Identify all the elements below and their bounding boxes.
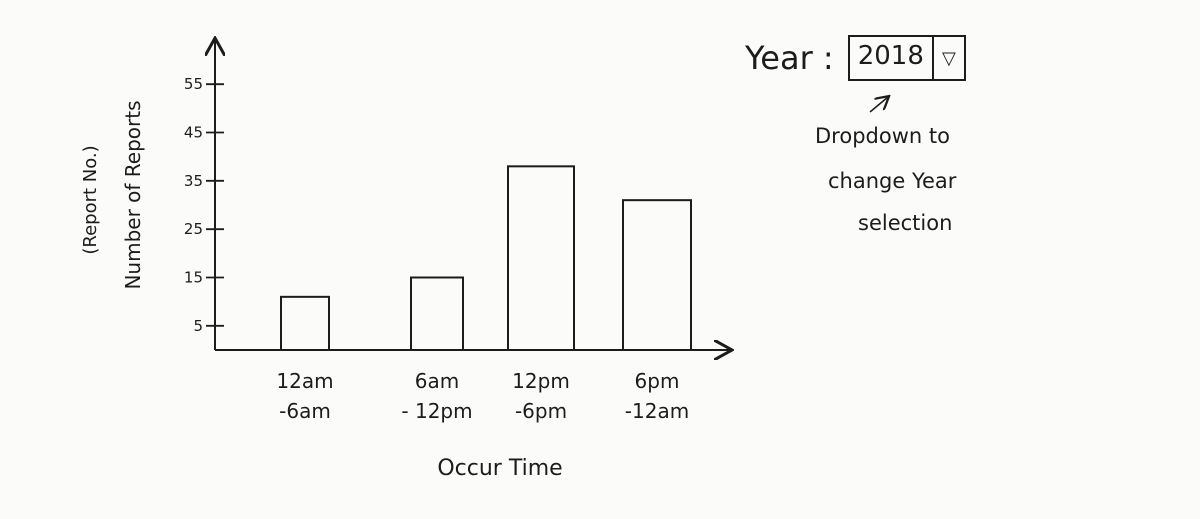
y-tick-label: 5 (193, 317, 203, 335)
y-tick-label: 55 (184, 75, 203, 93)
x-tick-label: 6pm (635, 369, 680, 393)
year-label: Year : (745, 39, 834, 77)
bar (622, 199, 692, 351)
year-dropdown-value: 2018 (857, 41, 924, 71)
x-tick-label: -6am (279, 399, 331, 423)
x-tick-label: 6am (415, 369, 459, 393)
bar (507, 165, 575, 351)
y-tick-label: 45 (184, 124, 203, 142)
dropdown-arrow-icon[interactable]: ▽ (931, 37, 964, 79)
x-tick-label: 12am (276, 369, 333, 393)
y-tick-label: 25 (184, 220, 203, 238)
x-axis-title: Occur Time (437, 456, 562, 481)
x-tick-label: - 12pm (401, 399, 472, 423)
year-control: Year : 2018 ▽ (745, 35, 966, 81)
year-dropdown[interactable]: 2018 ▽ (847, 35, 966, 81)
annotation-line-3: selection (858, 211, 952, 235)
bar (410, 276, 464, 351)
x-tick-label: -6pm (515, 399, 567, 423)
annotation-arrow (869, 97, 888, 113)
x-tick-label: -12am (625, 399, 689, 423)
y-tick-label: 35 (184, 172, 203, 190)
x-tick-label: 12pm (512, 369, 570, 393)
y-axis-subtitle: (Report No.) (80, 145, 101, 254)
bar (280, 295, 330, 352)
annotation-line-1: Dropdown to (815, 124, 950, 148)
y-tick-label: 15 (184, 269, 203, 287)
annotation-line-2: change Year (828, 169, 957, 193)
y-axis-title: Number of Reports (121, 100, 145, 289)
